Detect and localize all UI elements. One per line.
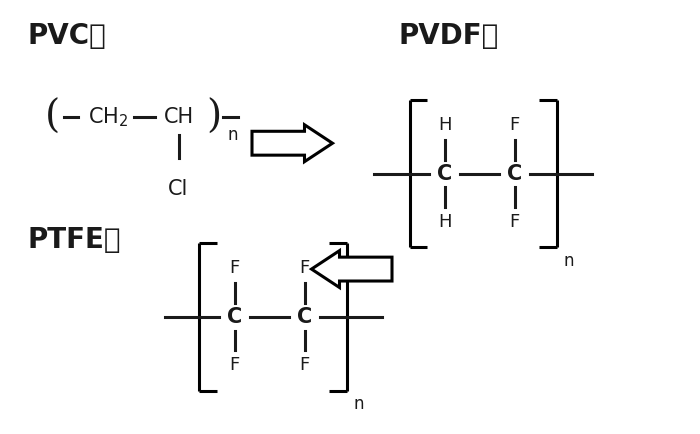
Text: C: C bbox=[437, 164, 452, 184]
Text: CH$_2$: CH$_2$ bbox=[88, 105, 129, 129]
Text: F: F bbox=[510, 213, 519, 231]
Text: F: F bbox=[300, 356, 309, 375]
Text: C: C bbox=[227, 307, 242, 327]
Text: C: C bbox=[507, 164, 522, 184]
Text: F: F bbox=[230, 356, 239, 375]
Text: ): ) bbox=[206, 99, 221, 136]
Text: C: C bbox=[297, 307, 312, 327]
FancyArrow shape bbox=[312, 251, 392, 287]
Text: H: H bbox=[438, 213, 452, 231]
Text: F: F bbox=[300, 259, 309, 277]
Text: F: F bbox=[230, 259, 239, 277]
Text: PVC：: PVC： bbox=[28, 22, 106, 50]
FancyArrow shape bbox=[252, 125, 332, 161]
Text: F: F bbox=[510, 116, 519, 134]
Text: H: H bbox=[438, 116, 452, 134]
Text: n: n bbox=[228, 125, 238, 144]
Text: n: n bbox=[354, 395, 364, 413]
Text: n: n bbox=[564, 252, 574, 270]
Text: (: ( bbox=[45, 99, 60, 136]
Text: PVDF：: PVDF： bbox=[399, 22, 499, 50]
Text: Cl: Cl bbox=[168, 179, 189, 199]
Text: CH: CH bbox=[163, 107, 194, 127]
Text: PTFE：: PTFE： bbox=[28, 226, 122, 254]
